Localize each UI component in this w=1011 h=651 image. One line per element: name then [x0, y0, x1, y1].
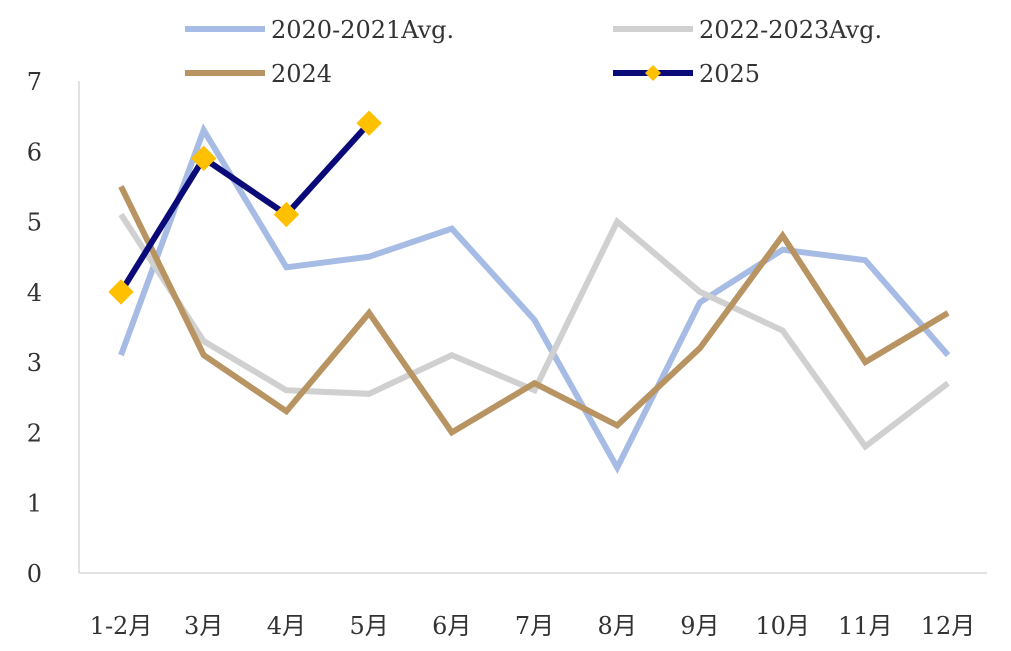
series-line-0 [118, 123, 951, 475]
data-point-marker [356, 110, 382, 136]
legend-label: 2020-2021Avg. [271, 16, 454, 44]
x-tick-label: 4月 [267, 612, 306, 640]
legend-label: 2024 [271, 60, 332, 88]
x-tick-label: 7月 [515, 612, 554, 640]
x-tick-label: 3月 [184, 612, 223, 640]
x-tick-label: 12月 [921, 612, 976, 640]
x-tick-label: 1-2月 [90, 612, 153, 640]
data-point-marker [273, 201, 300, 228]
data-point-marker [108, 279, 134, 305]
series-line-3 [118, 121, 372, 294]
axes [78, 81, 987, 574]
legend-label: 2025 [699, 60, 760, 88]
series-lines [118, 121, 951, 475]
legend-item: 2020-2021Avg. [185, 16, 454, 44]
y-tick-label: 6 [27, 138, 42, 166]
x-tick-label: 6月 [432, 612, 471, 640]
y-tick-label: 4 [27, 279, 42, 307]
x-axis-tick-labels: 1-2月 3月 4月 5月 6月 7月 8月 9月 10月 11月 12月 [90, 612, 976, 640]
legend: 2020-2021Avg. 2022-2023Avg. 2024 2025 [185, 16, 882, 88]
y-axis-tick-labels: 0 1 2 3 4 5 6 7 [27, 68, 42, 588]
series-line-2 [118, 185, 950, 437]
y-tick-label: 2 [27, 419, 42, 447]
y-tick-label: 3 [27, 349, 42, 377]
legend-item: 2025 [613, 60, 760, 88]
x-tick-label: 11月 [838, 612, 893, 640]
series-markers [108, 110, 382, 305]
y-tick-label: 7 [27, 68, 42, 96]
x-tick-label: 8月 [598, 612, 637, 640]
y-tick-label: 0 [27, 560, 42, 588]
y-tick-label: 1 [27, 490, 42, 518]
legend-label: 2022-2023Avg. [699, 16, 882, 44]
y-tick-label: 5 [27, 209, 42, 237]
legend-item: 2022-2023Avg. [613, 16, 882, 44]
x-tick-label: 9月 [680, 612, 719, 640]
series-line-1 [118, 212, 950, 451]
legend-item: 2024 [185, 60, 332, 88]
legend-marker [645, 65, 661, 81]
data-point-marker [190, 145, 217, 172]
x-tick-label: 10月 [755, 612, 810, 640]
x-tick-label: 5月 [349, 612, 388, 640]
